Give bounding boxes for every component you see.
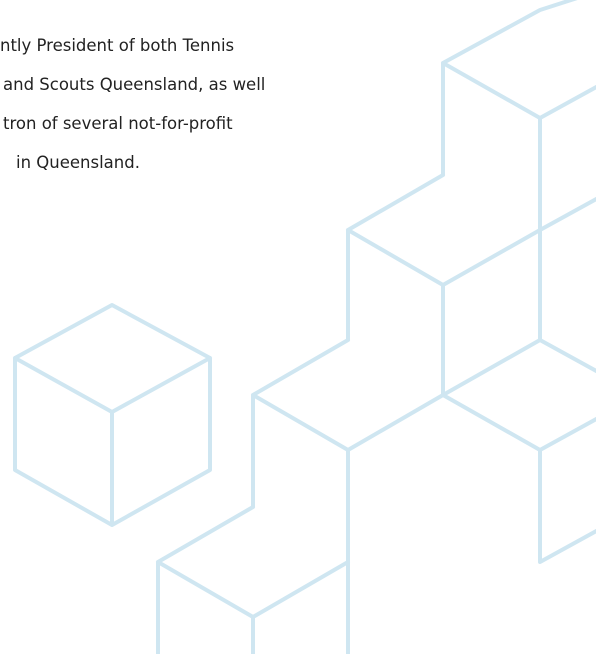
small-cube xyxy=(15,305,210,525)
text-line: tron of several not-for-profit xyxy=(0,108,265,147)
text-line: and Scouts Queensland, as well xyxy=(0,69,265,108)
page: ntly President of both Tennis and Scouts… xyxy=(0,0,596,654)
paragraph: ntly President of both Tennis and Scouts… xyxy=(0,30,265,186)
text-line: in Queensland. xyxy=(0,147,265,186)
text-line: ntly President of both Tennis xyxy=(0,30,265,69)
